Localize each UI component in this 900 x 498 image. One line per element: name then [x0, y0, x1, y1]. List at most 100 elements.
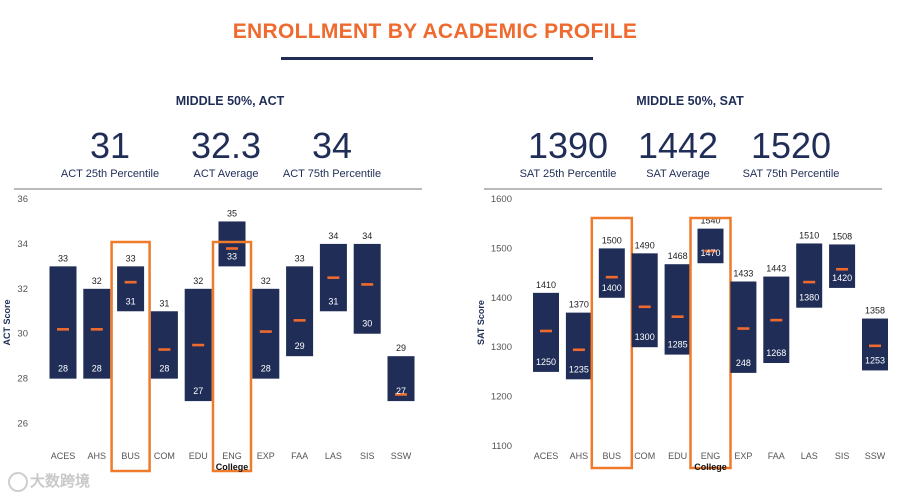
act-avg-marker-exp: [259, 330, 272, 333]
act-low-label-aces: 28: [58, 364, 68, 374]
sat-category-ssw: SSW: [865, 451, 886, 461]
act-divider: [14, 188, 422, 190]
act-category-aces: ACES: [51, 451, 76, 461]
sat-low-label-ahs: 1235: [569, 364, 589, 374]
act-low-label-las: 31: [328, 296, 338, 306]
sat-avg-marker-faa: [770, 318, 783, 322]
act-bar-aces: [49, 266, 77, 379]
sat-category-edu: EDU: [668, 451, 687, 461]
sat-bar-com: [631, 253, 658, 348]
sat-category-faa: FAA: [768, 451, 785, 461]
sat-avg-marker-eng: [704, 249, 717, 253]
sat-high-label-com: 1490: [635, 240, 655, 250]
act-high-label-bus: 33: [126, 253, 136, 263]
sat-high-label-exp: 1433: [733, 268, 753, 278]
sat-bar-exp: [730, 281, 757, 373]
act-ytick-label: 30: [17, 329, 28, 340]
act-category-edu: EDU: [189, 451, 208, 461]
act-high-label-sis: 34: [362, 231, 372, 241]
sat-bar-edu: [664, 264, 691, 355]
watermark-text: 大数跨境: [30, 473, 91, 490]
sat-average-value: 1442: [637, 125, 719, 166]
sat-avg-marker-bus: [605, 275, 618, 279]
sat-category-exp: EXP: [734, 451, 752, 461]
act-avg-marker-aces: [57, 328, 69, 331]
act-low-label-com: 28: [159, 364, 169, 374]
act-highlight-box-bus: [110, 240, 151, 473]
sat-stat-average: 1442 SAT Average: [618, 125, 738, 181]
sat-25th-value: 1390: [527, 125, 609, 166]
sat-low-label-eng: 1470: [700, 248, 720, 258]
act-stat-25th: 31 ACT 25th Percentile: [50, 125, 170, 181]
sat-avg-marker-com: [638, 305, 651, 309]
sat-low-label-edu: 1285: [668, 340, 688, 350]
act-high-label-faa: 33: [295, 253, 305, 263]
page-title: ENROLLMENT BY ACADEMIC PROFILE: [232, 20, 638, 43]
sat-high-label-faa: 1443: [766, 264, 786, 274]
sat-bar-bus: [598, 248, 625, 298]
act-bar-ahs: [83, 288, 111, 379]
act-avg-marker-ssw: [395, 393, 407, 396]
act-high-label-edu: 32: [193, 276, 203, 286]
act-category-las: LAS: [325, 451, 342, 461]
act-bar-sis: [353, 243, 381, 334]
act-avg-marker-ahs: [90, 328, 103, 331]
sat-low-label-aces: 1250: [536, 357, 556, 367]
act-avg-marker-faa: [293, 319, 306, 322]
act-category-ahs: AHS: [88, 451, 107, 461]
sat-y-axis-label: SAT Score: [476, 300, 486, 345]
act-category-eng: ENG: [222, 451, 242, 461]
sat-bar-ahs: [565, 312, 592, 380]
act-high-label-ahs: 32: [92, 276, 102, 286]
act-low-label-bus: 31: [126, 296, 136, 306]
sat-ytick-label: 1200: [491, 392, 512, 403]
sat-divider: [484, 188, 882, 190]
sat-category-eng: ENG: [701, 451, 721, 461]
act-category-com: COM: [154, 451, 175, 461]
sat-low-label-bus: 1400: [602, 283, 622, 293]
sat-category-com: COM: [634, 451, 655, 461]
act-bar-eng: [218, 221, 246, 267]
sat-bar-sis: [829, 244, 856, 288]
act-y-axis-label: ACT Score: [2, 299, 12, 345]
act-bar-faa: [286, 266, 314, 357]
act-x-axis-label: College: [216, 462, 249, 472]
act-high-label-aces: 33: [58, 253, 68, 263]
act-ytick-label: 34: [17, 239, 28, 250]
act-avg-marker-edu: [192, 343, 205, 347]
act-avg-marker-eng: [226, 247, 238, 250]
act-stat-average: 32.3 ACT Average: [166, 128, 286, 181]
sat-bar-aces: [533, 292, 559, 372]
act-bar-bus: [117, 266, 145, 312]
act-ytick-label: 28: [17, 374, 28, 385]
sat-high-label-sis: 1508: [832, 231, 852, 241]
act-low-label-faa: 29: [295, 341, 305, 351]
act-panel-title: MIDDLE 50%, ACT: [175, 94, 285, 108]
sat-category-aces: ACES: [534, 451, 559, 461]
sat-25th-label: SAT 25th Percentile: [519, 168, 617, 180]
act-avg-marker-sis: [361, 283, 374, 286]
watermark-icon: [8, 472, 28, 492]
act-ytick-label: 36: [17, 194, 28, 205]
sat-x-axis-label: College: [694, 462, 727, 472]
act-75th-label: ACT 75th Percentile: [282, 168, 382, 180]
act-low-label-exp: 28: [261, 364, 271, 374]
sat-ytick-label: 1400: [491, 293, 512, 304]
sat-bar-ssw: [862, 318, 888, 371]
act-25th-label: ACT 25th Percentile: [60, 168, 160, 180]
sat-75th-label: SAT 75th Percentile: [742, 168, 840, 180]
sat-high-label-aces: 1410: [536, 280, 556, 290]
sat-avg-marker-ssw: [869, 344, 881, 348]
sat-high-label-ssw: 1358: [865, 306, 885, 316]
act-bar-exp: [252, 288, 280, 379]
act-average-label: ACT Average: [193, 168, 259, 180]
sat-avg-marker-edu: [671, 315, 684, 318]
act-category-exp: EXP: [257, 451, 275, 461]
sat-category-ahs: AHS: [570, 451, 589, 461]
act-avg-marker-las: [327, 276, 340, 279]
act-highlight-box-eng: [211, 240, 253, 473]
sat-low-label-las: 1380: [799, 293, 819, 303]
act-25th-value: 31: [89, 125, 131, 166]
